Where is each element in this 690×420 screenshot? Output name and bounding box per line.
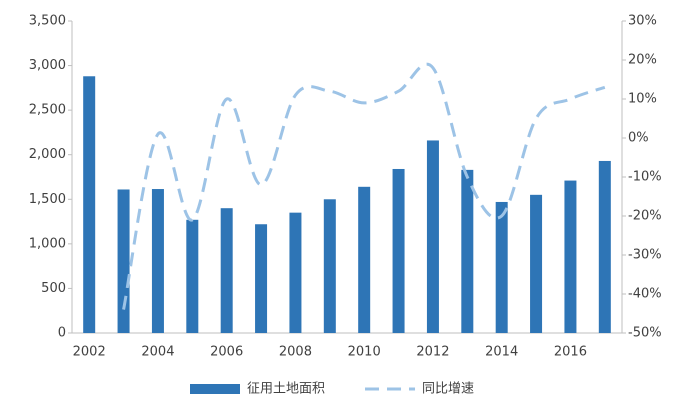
x-tick-label: 2004 (141, 345, 174, 360)
bar (186, 219, 199, 333)
legend-label: 征用土地面积 (247, 382, 325, 397)
bar (495, 201, 508, 333)
y-tick-label: 0 (58, 326, 66, 341)
bar (255, 224, 268, 333)
line (122, 62, 606, 310)
x-tick-label: 2010 (348, 345, 381, 360)
bar (323, 199, 336, 333)
bar (564, 180, 577, 333)
y2-tick-label: -30% (628, 248, 662, 263)
y2-tick-label: 0% (628, 131, 649, 146)
y2-tick-label: -10% (628, 170, 662, 185)
x-tick-label: 2006 (210, 345, 243, 360)
bar (598, 160, 611, 333)
y2-tick-label: 10% (628, 92, 657, 107)
y-tick-label: 1,000 (29, 236, 66, 251)
bar (220, 208, 233, 333)
y-tick-label: 1,500 (29, 192, 66, 207)
legend-swatch (190, 384, 240, 394)
y2-tick-label: -20% (628, 209, 662, 224)
legend-label: 同比增速 (422, 382, 474, 397)
x-tick-label: 2014 (485, 345, 518, 360)
y-tick-label: 3,500 (29, 14, 66, 29)
x-tick-label: 2016 (554, 345, 587, 360)
y-tick-label: 2,000 (29, 147, 66, 162)
bar (392, 168, 405, 333)
x-tick-label: 2012 (416, 345, 449, 360)
y2-tick-label: -40% (628, 287, 662, 302)
bar (151, 189, 164, 333)
y2-tick-label: 30% (628, 14, 657, 29)
x-tick-label: 2008 (279, 345, 312, 360)
y-tick-label: 2,500 (29, 103, 66, 118)
bar (117, 189, 130, 333)
y2-tick-label: 20% (628, 53, 657, 68)
y-tick-label: 500 (41, 281, 66, 296)
x-tick-label: 2002 (73, 345, 106, 360)
bar (83, 76, 96, 334)
y-tick-label: 3,000 (29, 58, 66, 73)
bar (426, 140, 439, 333)
bar (461, 169, 474, 333)
bar (289, 212, 302, 333)
bar (530, 194, 543, 333)
bar (358, 186, 371, 333)
y2-tick-label: -50% (628, 326, 662, 341)
